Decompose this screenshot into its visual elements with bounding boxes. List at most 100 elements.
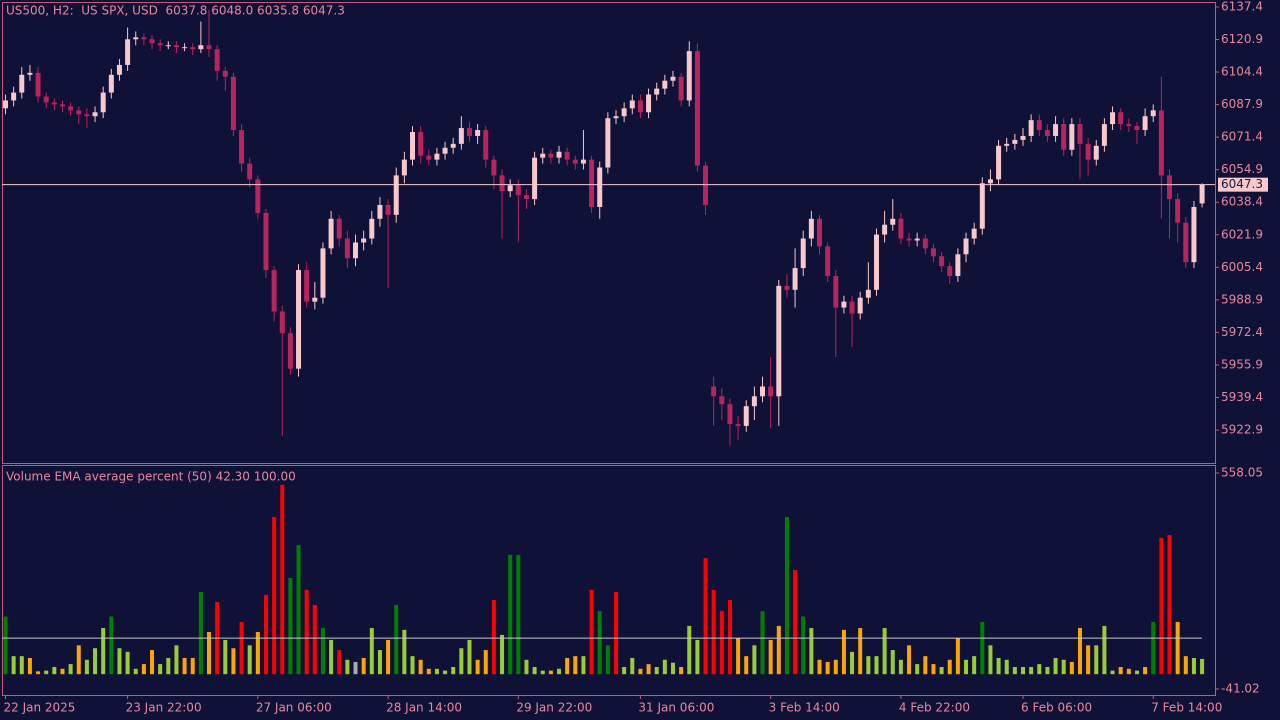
volume-pane-frame — [2, 465, 1216, 696]
candle-body — [580, 159, 586, 164]
volume-bar — [320, 628, 325, 675]
volume-bar — [955, 638, 960, 675]
volume-bar — [76, 645, 81, 675]
volume-bar — [589, 589, 594, 675]
y-tick-label: 5955.9 — [1221, 357, 1263, 371]
candle-body — [1126, 124, 1132, 127]
candle-body — [768, 386, 774, 397]
volume-bar — [491, 599, 496, 675]
volume-bar — [44, 670, 49, 675]
volume-bar — [1143, 666, 1148, 675]
candle-body — [646, 94, 652, 113]
volume-bar — [727, 599, 732, 675]
candle-body — [377, 204, 383, 219]
volume-bar — [93, 648, 98, 675]
y-tick-label: 558.05 — [1221, 466, 1263, 480]
volume-bar — [988, 645, 993, 675]
candle-body — [1012, 139, 1018, 144]
volume-bar — [11, 656, 16, 675]
volume-bar — [280, 484, 285, 675]
candle-body — [1093, 145, 1099, 160]
candle-body — [987, 179, 993, 184]
volume-bar — [125, 651, 130, 675]
volume-bar — [866, 656, 871, 675]
volume-bar — [784, 517, 789, 675]
candle-body — [515, 185, 521, 196]
volume-bar — [141, 664, 146, 675]
candle-body — [173, 45, 179, 48]
volume-bar — [882, 628, 887, 675]
volume-bar — [459, 648, 464, 675]
candle-body — [434, 153, 440, 160]
volume-bar — [1200, 658, 1205, 675]
volume-bar — [19, 656, 24, 675]
volume-bar — [793, 570, 798, 675]
y-tick-label: 5972.4 — [1221, 325, 1263, 339]
volume-bar — [377, 650, 382, 675]
volume-bar — [744, 656, 749, 675]
candle-body — [914, 238, 920, 241]
candle-body — [190, 47, 196, 50]
x-tick-label: 4 Feb 22:00 — [899, 701, 970, 715]
volume-bar — [207, 632, 211, 675]
volume-bar — [1094, 645, 1099, 675]
candle-body — [1175, 199, 1181, 223]
candle-body — [727, 404, 733, 424]
candle-body — [800, 238, 806, 269]
candle-body — [239, 130, 245, 164]
volume-bar — [1167, 535, 1172, 675]
volume-bar — [361, 657, 366, 675]
candle-body — [353, 242, 359, 259]
volume-bar — [1183, 656, 1188, 675]
volume-bar — [1175, 621, 1180, 675]
candle-body — [483, 130, 489, 160]
candle-body — [410, 132, 415, 160]
volume-bar — [508, 554, 513, 675]
candle-body — [450, 143, 456, 148]
candle-body — [247, 163, 253, 180]
volume-bar — [483, 650, 488, 675]
candle-body — [1134, 126, 1140, 131]
candle-body — [833, 276, 839, 308]
y-tick-label: -41.02 — [1221, 681, 1260, 695]
volume-bar — [915, 664, 920, 675]
volume-bar — [768, 639, 773, 675]
candle-body — [499, 175, 505, 192]
candle-body — [68, 106, 74, 111]
volume-bar — [736, 638, 741, 675]
volume-bar — [1004, 659, 1009, 675]
volume-bar — [776, 625, 781, 675]
candle-body — [1028, 120, 1034, 136]
volume-bar — [36, 671, 41, 675]
candle-body — [279, 311, 285, 334]
candle-body — [51, 102, 57, 105]
candle-body — [442, 147, 448, 154]
candle-body — [694, 51, 700, 166]
candle-body — [873, 234, 879, 290]
volume-bar — [68, 664, 73, 675]
y-tick-label: 5939.4 — [1221, 390, 1263, 404]
candle-body — [857, 297, 863, 314]
candle-body — [149, 39, 155, 44]
y-tick-label: 6104.4 — [1221, 65, 1263, 79]
volume-bar — [402, 629, 407, 675]
volume-bar — [858, 628, 863, 675]
candle-body — [369, 218, 375, 239]
candle-body — [458, 128, 464, 144]
candle-body — [572, 159, 578, 164]
candle-body — [108, 74, 114, 93]
candle-body — [141, 37, 147, 40]
price-pane-frame — [2, 2, 1216, 464]
volume-bar — [426, 668, 431, 675]
volume-bar — [443, 670, 448, 675]
candle-body — [1101, 124, 1107, 146]
candle-body — [43, 96, 49, 103]
volume-bar — [174, 645, 179, 675]
candle-body — [1053, 124, 1059, 136]
candle-body — [882, 224, 888, 235]
volume-bar — [117, 648, 122, 675]
volume-bar — [679, 666, 684, 675]
volume-bar — [670, 662, 675, 675]
volume-bar — [614, 592, 618, 675]
